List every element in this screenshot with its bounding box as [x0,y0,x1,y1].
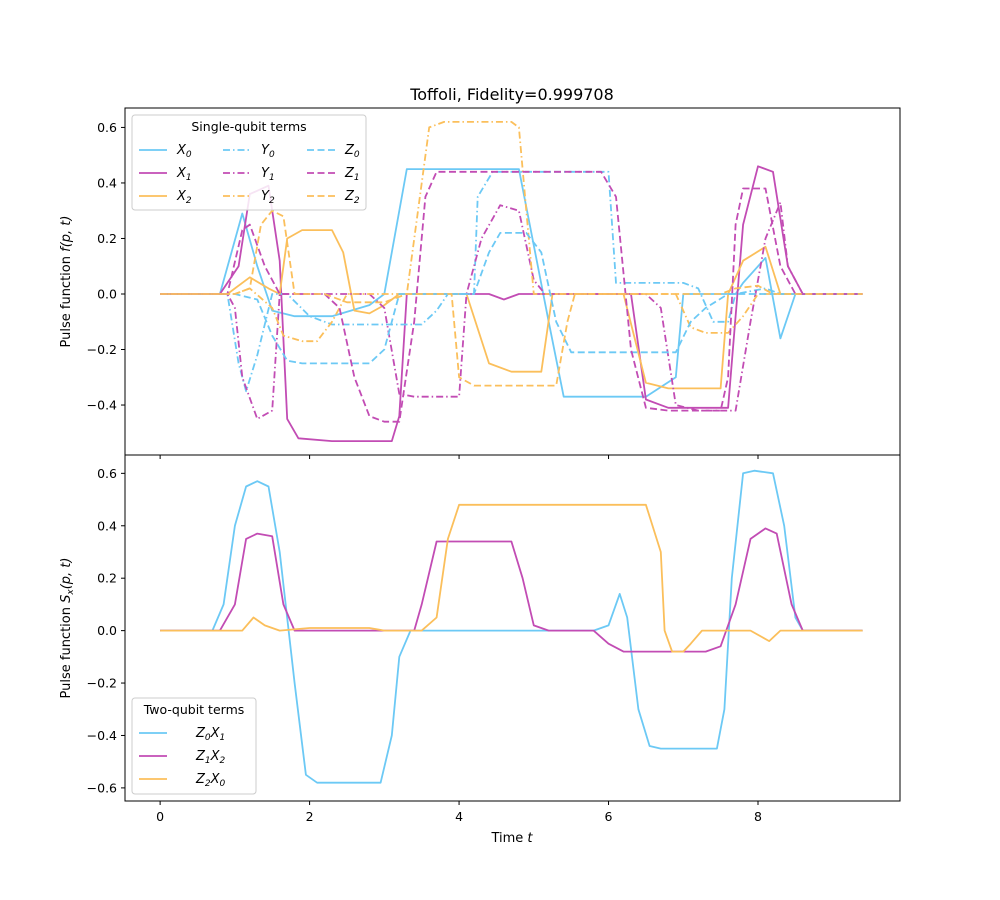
chart-title: Toffoli, Fidelity=0.999708 [409,85,614,104]
y-tick-label: −0.6 [87,780,117,795]
series-line-z1x2 [160,527,863,653]
legend-title: Single-qubit terms [191,119,306,134]
legend-label: X1 [176,166,192,183]
legend-label: Y2 [261,189,275,206]
legend-label: X2 [176,189,192,206]
legend-label: Y1 [261,166,275,183]
y-tick-label: 0.0 [97,623,117,638]
x-tick-label: 6 [605,809,613,824]
axes-frame [124,454,901,802]
legend-label: Z1X2 [195,749,226,766]
y-tick-label: 0.4 [97,518,117,533]
x-tick-label: 4 [455,809,463,824]
series-line-y2 [160,121,863,343]
x-tick-label: 0 [156,809,164,824]
x-tick-label: 2 [306,809,314,824]
legend-label: Z2 [344,189,360,206]
x-axis-label: Time t [490,831,533,846]
series-line-z2 [160,209,863,387]
x-tick-label: 8 [754,809,762,824]
y-tick-label: 0.2 [97,571,117,586]
series-line-z0x1 [160,469,863,784]
legend-label: Z0 [344,143,360,160]
y-tick-label: −0.4 [87,398,117,413]
y-tick-label: 0.2 [97,231,117,246]
y-tick-label: −0.4 [87,728,117,743]
series-line-z0 [160,232,863,365]
legend-label: Z0X1 [195,726,225,743]
y-tick-label: 0.4 [97,175,117,190]
legend-label: Z1 [344,166,360,183]
series-line-x0 [160,168,863,398]
series-line-x2 [160,229,863,390]
series-line-z1 [160,170,863,423]
y-axis-label: Pulse function f(p, t) [59,216,74,348]
y-tick-label: 0.6 [97,120,117,135]
bottom-panel: −0.6 −0.4 −0.2 0.0 0.2 0.4 0.6 Pulse function S… [59,454,901,824]
legend-label: Z2X0 [195,772,226,789]
legend-title: Two-qubit terms [143,702,245,717]
y-tick-label: 0.0 [97,286,117,301]
y-tick-label: −0.2 [87,342,117,357]
top-panel: −0.4 −0.2 0.0 0.2 0.4 0.6 Pulse function f(p, … [59,107,901,459]
legend-two-qubit: Two-qubit terms Z0X1 Z1X2 Z2X0 [131,697,257,795]
y-tick-label: −0.2 [87,676,117,691]
y-tick-label: 0.6 [97,466,117,481]
legend-label: Y0 [261,143,275,160]
y-axis-label: Pulse function Sx(p, t) [59,558,76,699]
series-line-z2x0 [160,503,863,653]
legend-single-qubit: Single-qubit terms X0 X1 X2 Y0 Y1 Y2 Z0 Z1 Z2 [131,114,367,211]
legend-label: X0 [176,143,192,160]
